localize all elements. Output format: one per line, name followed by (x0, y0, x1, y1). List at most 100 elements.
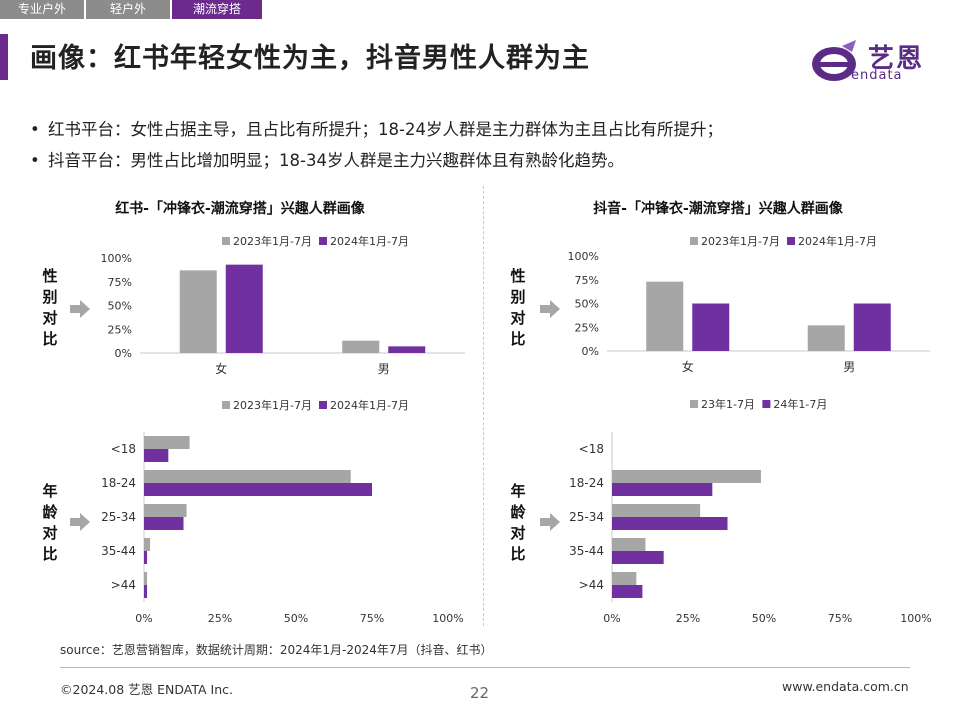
x-tick-label: 25% (208, 612, 232, 625)
side-label-char: 别 (509, 288, 525, 306)
legend-swatch-2023 (690, 400, 698, 408)
footer-copyright: ©2024.08 艺恩 ENDATA Inc. (60, 682, 234, 697)
gender-bar (853, 303, 891, 351)
y-tick-label: 25% (575, 321, 599, 334)
side-label-char: 对 (42, 524, 57, 542)
gender-bar (807, 325, 845, 351)
age-bar (612, 538, 646, 551)
side-label-char: 别 (41, 288, 57, 306)
side-label-char: 龄 (42, 503, 58, 521)
side-label-char: 比 (510, 330, 525, 348)
legend-label: 23年1-7月 (701, 397, 755, 411)
y-category-label: 35-44 (569, 544, 604, 558)
age-bar (612, 470, 761, 483)
legend-label: 2023年1月-7月 (233, 234, 312, 248)
y-tick-label: 100% (101, 252, 132, 265)
y-category-label: <18 (579, 442, 604, 456)
y-tick-label: 50% (108, 300, 132, 313)
age-bar (144, 517, 184, 530)
arrow-right-icon (70, 300, 90, 318)
x-tick-label: 25% (676, 612, 700, 625)
age-bar (612, 585, 643, 598)
y-category-label: <18 (111, 442, 136, 456)
legend-label: 2023年1月-7月 (233, 398, 312, 412)
arrow-right-icon (540, 513, 560, 531)
gender-bar (179, 270, 217, 353)
x-tick-label: 75% (360, 612, 384, 625)
gender-bar (342, 340, 380, 353)
age-bar (144, 538, 151, 551)
page-number: 22 (470, 684, 490, 702)
legend-label: 2024年1月-7月 (330, 234, 409, 248)
age-bar (144, 449, 169, 462)
logo-subtext: endata (851, 68, 903, 83)
y-category-label: 25-34 (101, 510, 136, 524)
age-bar (144, 470, 351, 483)
legend-swatch-2023 (690, 237, 698, 245)
legend-label: 24年1-7月 (773, 397, 827, 411)
x-category-label: 男 (843, 360, 855, 374)
legend-label: 2024年1月-7月 (798, 234, 877, 248)
y-tick-label: 75% (108, 276, 132, 289)
age-bar (144, 551, 148, 564)
y-category-label: 25-34 (569, 510, 604, 524)
y-tick-label: 0% (115, 347, 132, 360)
legend-swatch-2023 (222, 401, 230, 409)
side-label-char: 性 (510, 267, 525, 285)
y-category-label: 35-44 (101, 544, 136, 558)
footer-divider (60, 667, 910, 668)
age-bar (612, 483, 713, 496)
side-label-char: 对 (510, 309, 525, 327)
source-note: source：艺恩营销智库，数据统计周期：2024年1月-2024年7月（抖音、… (60, 643, 493, 657)
age-bar (144, 585, 148, 598)
x-tick-label: 50% (284, 612, 308, 625)
footer-website[interactable]: www.endata.com.cn (782, 679, 909, 694)
tab-street-fashion[interactable]: 潮流穿搭 (172, 0, 262, 19)
side-label-char: 年 (42, 482, 57, 500)
legend-swatch-2024 (762, 400, 771, 408)
bullet-item: • 红书平台：女性占据主导，且占比有所提升；18-24岁人群是主力群体为主且占比有… (30, 116, 723, 147)
endata-logo: 艺恩 endata (808, 38, 928, 84)
bullet-text: 抖音平台：男性占比增加明显；18-34岁人群是主力兴趣群体且有熟龄化趋势。 (48, 151, 624, 170)
legend-swatch-2024 (787, 237, 795, 245)
x-tick-label: 75% (828, 612, 852, 625)
side-label-char: 对 (510, 524, 525, 542)
side-label-char: 比 (42, 330, 57, 348)
arrow-right-icon (70, 513, 90, 531)
x-category-label: 男 (378, 362, 390, 376)
bullet-list: • 红书平台：女性占据主导，且占比有所提升；18-24岁人群是主力群体为主且占比有… (30, 116, 723, 178)
y-category-label: 18-24 (101, 476, 136, 490)
y-category-label: 18-24 (569, 476, 604, 490)
age-bar (612, 517, 728, 530)
x-tick-label: 0% (135, 612, 152, 625)
age-bar (144, 572, 148, 585)
top-tabs: 专业户外 轻户外 潮流穿搭 (0, 0, 264, 19)
title-accent-bar (0, 34, 8, 80)
age-bar (144, 483, 372, 496)
y-category-label: >44 (111, 578, 136, 592)
age-bar (612, 504, 701, 517)
chart-title: 红书-「冲锋衣-潮流穿搭」兴趣人群画像 (115, 200, 366, 217)
y-tick-label: 0% (582, 345, 599, 358)
age-bar (144, 436, 190, 449)
bullet-dot-icon: • (30, 151, 40, 170)
x-tick-label: 50% (752, 612, 776, 625)
gender-bar (388, 346, 426, 353)
x-tick-label: 100% (900, 612, 931, 625)
y-tick-label: 50% (575, 298, 599, 311)
legend-swatch-2024 (319, 401, 327, 409)
side-label-char: 对 (42, 309, 57, 327)
side-label-char: 年 (510, 482, 525, 500)
arrow-right-icon (540, 300, 560, 318)
tab-light-outdoor[interactable]: 轻户外 (86, 0, 170, 19)
tab-outdoor-pro[interactable]: 专业户外 (0, 0, 84, 19)
bullet-item: • 抖音平台：男性占比增加明显；18-34岁人群是主力兴趣群体且有熟龄化趋势。 (30, 147, 723, 178)
y-tick-label: 25% (108, 323, 132, 336)
legend-label: 2024年1月-7月 (330, 398, 409, 412)
legend-swatch-2023 (222, 237, 230, 245)
y-tick-label: 75% (575, 274, 599, 287)
x-tick-label: 100% (432, 612, 463, 625)
